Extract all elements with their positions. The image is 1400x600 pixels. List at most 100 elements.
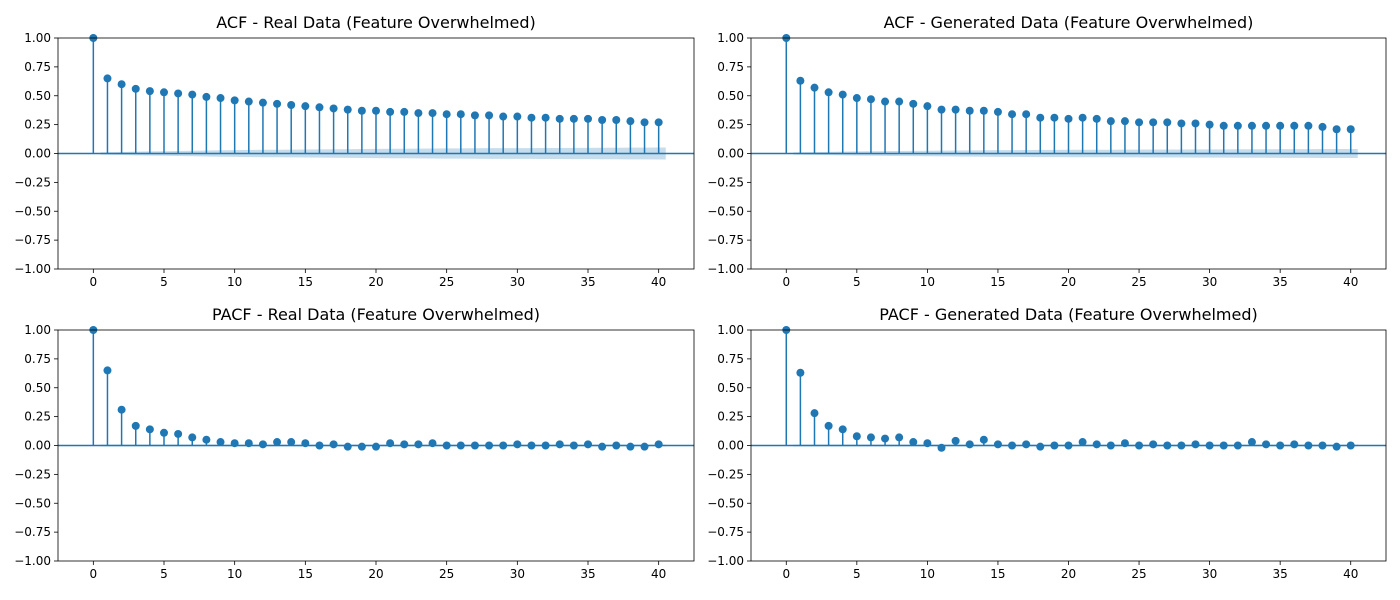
x-tick-label: 20 [368, 275, 383, 289]
panel-2: 0 5 10 15 20 25 30 35 40 −1.00 −0.75 −0.50 −0.25 0.00… [707, 13, 1387, 289]
stem-marker [937, 105, 946, 114]
stem-marker [796, 368, 805, 377]
y-tick-label: −0.50 [14, 204, 51, 218]
stem-marker [202, 92, 211, 101]
stem-marker [301, 439, 310, 448]
y-tick-label: −1.00 [707, 554, 744, 568]
y-tick-label: 1.00 [24, 323, 51, 337]
stem-marker [456, 110, 465, 119]
stem-marker [810, 409, 819, 418]
y-tick-label: −1.00 [14, 554, 51, 568]
panel-1: 0 5 10 15 20 25 30 35 40 −1.00 −0.75 −0.50 −0.25 0.00… [14, 13, 695, 289]
stem-marker [428, 439, 437, 448]
stem-marker [1050, 441, 1059, 450]
stem-marker [1078, 438, 1087, 447]
stem-marker [273, 99, 282, 108]
stem-marker [1064, 114, 1073, 123]
stem-marker [1036, 113, 1045, 122]
stem-marker [640, 118, 649, 127]
y-tick-label: 0.25 [24, 410, 51, 424]
stem-marker [979, 106, 988, 115]
x-tick-label: 30 [1202, 567, 1217, 581]
stem-marker [937, 443, 946, 452]
stem-marker [160, 88, 168, 97]
x-tick-label: 35 [1273, 275, 1288, 289]
y-tick-label: −0.25 [707, 175, 744, 189]
x-tick-label: 15 [298, 275, 313, 289]
stem-marker [1092, 440, 1101, 449]
x-tick-label: 15 [298, 567, 313, 581]
stem-marker [824, 421, 833, 430]
x-tick-label: 0 [90, 275, 98, 289]
stem-marker [1092, 114, 1101, 123]
stem-marker [1008, 110, 1017, 119]
stem-marker [923, 439, 932, 448]
y-tick-label: 0.50 [717, 89, 744, 103]
y-tick-label: 0.75 [24, 60, 51, 74]
stem-marker [569, 441, 578, 450]
x-tick-label: 10 [227, 567, 242, 581]
stem-marker [230, 96, 239, 105]
stem-marker [414, 109, 423, 118]
stem-marker [287, 100, 296, 109]
stem-marker [103, 366, 112, 375]
x-tick-label: 20 [1061, 275, 1076, 289]
stem-marker [640, 442, 649, 451]
stem-marker [1219, 441, 1228, 450]
stem-marker [1233, 441, 1242, 450]
x-tick-label: 30 [510, 275, 525, 289]
stem-marker [174, 429, 183, 438]
x-tick-label: 0 [782, 275, 790, 289]
y-tick-label: 0.25 [717, 118, 744, 132]
stem-marker [824, 88, 833, 97]
stem-marker [1036, 442, 1045, 451]
stem-marker [1332, 442, 1341, 451]
stem-marker [965, 440, 974, 449]
y-tick-label: 0.75 [24, 352, 51, 366]
stem-marker [584, 440, 592, 449]
stem-marker [160, 428, 168, 437]
x-tick-label: 20 [1061, 567, 1076, 581]
stem-marker [174, 89, 183, 98]
stem-marker [1008, 441, 1017, 450]
stem-marker [386, 439, 395, 448]
stem-marker [1262, 121, 1271, 130]
x-tick-label: 15 [990, 275, 1005, 289]
x-tick-label: 40 [1343, 567, 1358, 581]
stem-marker [866, 95, 875, 104]
x-tick-label: 5 [853, 275, 861, 289]
stem-marker [1276, 441, 1285, 450]
stem-marker [612, 441, 621, 450]
stem-marker [1304, 441, 1313, 450]
stem-marker [598, 116, 607, 125]
stem-marker [895, 97, 904, 106]
x-tick-label: 5 [160, 567, 168, 581]
stem-marker [1304, 121, 1313, 130]
x-tick-label: 35 [580, 275, 595, 289]
stem-marker [993, 107, 1002, 116]
x-tick-label: 30 [1202, 275, 1217, 289]
x-tick-label: 5 [853, 567, 861, 581]
stem-marker [216, 438, 225, 447]
y-tick-label: 0.00 [717, 147, 744, 161]
stem-marker [555, 440, 564, 449]
stem-marker [1120, 439, 1129, 448]
stem-marker [273, 438, 282, 447]
x-tick-label: 0 [90, 567, 98, 581]
x-tick-label: 10 [920, 567, 935, 581]
stem-marker [117, 405, 126, 414]
y-tick-label: −0.75 [707, 525, 744, 539]
stem-marker [428, 109, 437, 118]
stem-marker [499, 112, 508, 121]
stem-marker [1191, 440, 1200, 449]
chart-title: PACF - Generated Data (Feature Overwhelm… [879, 305, 1257, 324]
stem-marker [145, 87, 154, 96]
x-tick-label: 20 [368, 567, 383, 581]
y-tick-label: −1.00 [14, 262, 51, 276]
y-tick-label: −0.50 [14, 496, 51, 510]
stem-marker [343, 105, 352, 114]
stem-marker [1247, 121, 1256, 130]
x-tick-label: 15 [990, 567, 1005, 581]
stem-marker [372, 442, 380, 451]
x-tick-label: 10 [920, 275, 935, 289]
